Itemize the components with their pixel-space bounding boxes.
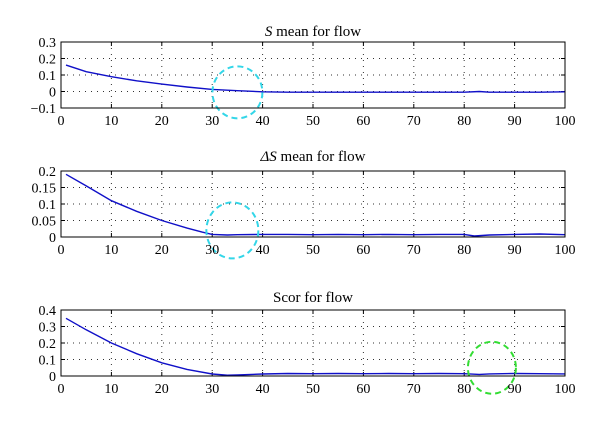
chart-title-text: mean for flow: [272, 24, 361, 40]
x-tick-label: 50: [306, 382, 320, 397]
x-tick-label: 20: [155, 114, 169, 129]
x-tick-label: 30: [205, 382, 219, 397]
y-tick-label: 0: [49, 231, 56, 246]
y-tick-label: 0.05: [32, 215, 57, 230]
y-tick-label: 0.1: [39, 354, 57, 369]
x-tick-label: 60: [356, 114, 370, 129]
x-tick-label: 60: [356, 382, 370, 397]
y-tick-label: −0.1: [31, 102, 56, 117]
x-tick-label: 10: [104, 114, 118, 129]
y-tick-label: 0.1: [39, 198, 57, 213]
plot-frame: [60, 41, 566, 109]
plot-frame: [60, 170, 566, 238]
x-tick-label: 100: [555, 382, 576, 397]
x-tick-label: 0: [58, 243, 65, 258]
y-tick-label: 0.15: [32, 182, 57, 197]
x-tick-label: 50: [306, 114, 320, 129]
x-tick-label: 20: [155, 243, 169, 258]
x-tick-label: 30: [205, 114, 219, 129]
x-tick-label: 70: [407, 382, 421, 397]
chart-title: S mean for flow: [265, 24, 361, 40]
chart-panel-1: 0 10 20 30 40 50 60 70 80 90 100 −0.10 0.10.2 0.3 S me…: [31, 24, 576, 129]
chart-title: Scor for flow: [273, 290, 353, 306]
x-tick-label: 100: [555, 114, 576, 129]
x-tick-label: 40: [256, 382, 270, 397]
plot-frame: [60, 309, 566, 377]
y-tick-label: 0.2: [39, 337, 57, 352]
x-tick-label: 10: [104, 382, 118, 397]
y-tick-label: 0: [49, 370, 56, 385]
x-tick-label: 90: [508, 114, 522, 129]
x-tick-label: 40: [256, 243, 270, 258]
series-line: [65, 173, 566, 237]
y-tick-label: 0.3: [39, 36, 57, 51]
series-line: [65, 317, 566, 376]
x-tick-label: 90: [508, 382, 522, 397]
y-tick-label: 0.1: [39, 69, 57, 84]
x-tick-label: 80: [457, 382, 471, 397]
x-tick-label: 0: [58, 114, 65, 129]
chart-title-text: mean for flow: [277, 149, 366, 165]
chart-panel-2: 0 10 20 30 40 50 60 70 80 90 100 00.05 0.10.15 0.2 ΔS …: [32, 149, 576, 260]
x-tick-label: 20: [155, 382, 169, 397]
series-line: [65, 64, 566, 93]
chart-title-text: Scor for flow: [273, 290, 353, 306]
x-tick-label: 30: [205, 243, 219, 258]
x-tick-label: 40: [256, 114, 270, 129]
y-tick-label: 0.2: [39, 53, 57, 68]
y-tick-label: 0.3: [39, 321, 57, 336]
chart-panel-3: 0 10 20 30 40 50 60 70 80 90 100 00.1 0.20.3 0.4 Scor …: [39, 290, 576, 397]
chart-panels: 0 10 20 30 40 50 60 70 80 90 100−0.100.10.20.3S me…: [31, 24, 576, 397]
x-tick-label: 60: [356, 243, 370, 258]
x-tick-label: 70: [407, 243, 421, 258]
y-tick-label: 0: [49, 86, 56, 101]
x-tick-label: 90: [508, 243, 522, 258]
chart-title: ΔS mean for flow: [259, 149, 365, 165]
chart-title-symbol: S: [265, 24, 273, 40]
x-tick-label: 80: [457, 114, 471, 129]
chart-title-symbol: ΔS: [259, 149, 277, 165]
x-tick-label: 50: [306, 243, 320, 258]
x-tick-label: 80: [457, 243, 471, 258]
x-tick-label: 10: [104, 243, 118, 258]
highlight-circle: [211, 65, 264, 120]
y-tick-label: 0.2: [39, 165, 57, 180]
x-tick-label: 0: [58, 382, 65, 397]
y-tick-label: 0.4: [39, 304, 57, 319]
highlight-circle: [466, 340, 517, 395]
x-tick-label: 100: [555, 243, 576, 258]
x-tick-label: 70: [407, 114, 421, 129]
highlight-circle: [205, 201, 260, 260]
